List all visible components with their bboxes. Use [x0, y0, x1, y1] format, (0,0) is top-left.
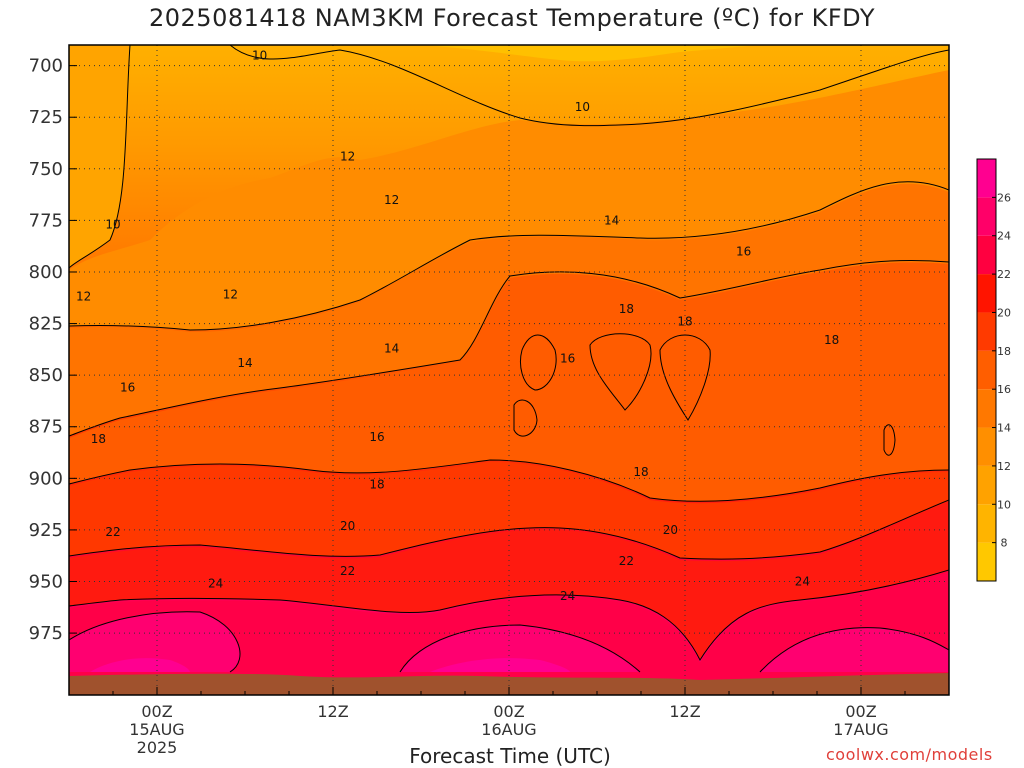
- contour-label: 18: [369, 478, 384, 492]
- contour-label: 24: [560, 589, 575, 603]
- colorbar-tick-label: 16: [997, 383, 1011, 396]
- x-tick-label: 00Z: [141, 702, 172, 721]
- y-tick-label: 850: [29, 365, 63, 386]
- band-warm-upper: [69, 45, 760, 62]
- colorbar-tick-label: 24: [997, 230, 1011, 243]
- colorbar-swatch: [977, 389, 996, 428]
- contour-lines: [69, 45, 949, 673]
- x-tick-label: 16AUG: [481, 720, 536, 739]
- y-tick-label: 725: [29, 107, 63, 128]
- contour-label: 14: [237, 356, 252, 370]
- band-24-26: [69, 611, 949, 672]
- colorbar-tick-label: 22: [997, 268, 1011, 281]
- contour-label: 14: [384, 341, 399, 355]
- chart-title: 2025081418 NAM3KM Forecast Temperature (…: [148, 4, 875, 32]
- colorbar-swatch: [977, 465, 996, 505]
- contour-label: 12: [340, 149, 355, 163]
- x-tick-label: 00Z: [845, 702, 876, 721]
- contour-label: 16: [736, 244, 751, 258]
- contour-labels: 10 10 10 12 12 12 12 14 16 14 14 16 16 16 18 18 18 18 18 18…: [76, 48, 839, 603]
- grid-lines: [69, 45, 949, 695]
- colorbar-swatch: [977, 542, 996, 581]
- contour-label: 10: [575, 100, 590, 114]
- colorbar-frame: [976, 158, 997, 582]
- contour-label: 24: [795, 575, 810, 589]
- y-tick-label: 800: [29, 262, 63, 283]
- colorbar-swatch: [977, 235, 996, 275]
- colorbar-tick-label: 26: [997, 191, 1011, 204]
- y-tick-label: 950: [29, 572, 63, 593]
- contour-label: 22: [105, 525, 120, 539]
- colorbar-swatch: [977, 350, 996, 390]
- x-tick-label: 15AUG: [129, 720, 184, 739]
- colorbar: 8 10 12 14 16 18 20 22 24 26: [976, 158, 1011, 582]
- ground-fill: [69, 673, 949, 695]
- colorbar-swatch: [977, 504, 996, 543]
- contour-label: 10: [105, 218, 120, 232]
- band-16-18: [69, 262, 949, 502]
- contour-label: 20: [340, 519, 355, 533]
- x-axis-label: Forecast Time (UTC): [409, 744, 611, 768]
- colorbar-tick-label: 18: [997, 345, 1011, 358]
- colorbar-swatch: [977, 159, 996, 198]
- contour-label: 18: [619, 302, 634, 316]
- contour-label: 16: [560, 352, 575, 366]
- colorbar-tick-label: 10: [997, 498, 1011, 511]
- y-tick-label: 775: [29, 210, 63, 231]
- y-tick-label: 700: [29, 56, 63, 77]
- colorbar-tick-label: 14: [997, 422, 1011, 435]
- x-tick-label: 2025: [137, 738, 178, 757]
- contour-label: 24: [208, 577, 223, 591]
- x-tick-label: 12Z: [669, 702, 700, 721]
- colorbar-swatch: [977, 427, 996, 466]
- y-tick-label: 900: [29, 468, 63, 489]
- y-tick-label: 875: [29, 417, 63, 438]
- x-tick-label: 12Z: [317, 702, 348, 721]
- contour-label: 16: [120, 381, 135, 395]
- x-tick-label: 17AUG: [833, 720, 888, 739]
- contour-label: 12: [384, 193, 399, 207]
- contour-label: 18: [91, 432, 106, 446]
- contour-label: 18: [633, 465, 648, 479]
- band-14-16: [69, 183, 949, 436]
- contour-label: 12: [223, 288, 238, 302]
- colorbar-tick-label: 8: [1001, 537, 1008, 550]
- contour-label: 10: [252, 48, 267, 62]
- y-tick-label: 925: [29, 520, 63, 541]
- contour-label: 20: [663, 523, 678, 537]
- x-tick-label: 00Z: [493, 702, 524, 721]
- contour-label: 12: [76, 290, 91, 304]
- colorbar-swatch: [977, 312, 996, 351]
- colorbar-swatch: [977, 274, 996, 313]
- y-tick-label: 975: [29, 623, 63, 644]
- credit-text: coolwx.com/models: [826, 745, 993, 764]
- band-26-28: [90, 658, 570, 672]
- colorbar-tick-label: 12: [997, 460, 1011, 473]
- y-axis: 700 725 750 775 800 825 850 875 900 925 950 975: [29, 56, 77, 644]
- contour-label: 14: [604, 213, 619, 227]
- contour-label: 16: [369, 430, 384, 444]
- colorbar-tick-label: 20: [997, 306, 1011, 319]
- contour-label: 18: [677, 315, 692, 329]
- contour-label: 18: [824, 333, 839, 347]
- y-tick-label: 825: [29, 314, 63, 335]
- band-10-12: [69, 45, 130, 268]
- contour-label: 22: [340, 564, 355, 578]
- contour-label: 22: [619, 554, 634, 568]
- colorbar-swatch: [977, 197, 996, 236]
- y-tick-label: 750: [29, 159, 63, 180]
